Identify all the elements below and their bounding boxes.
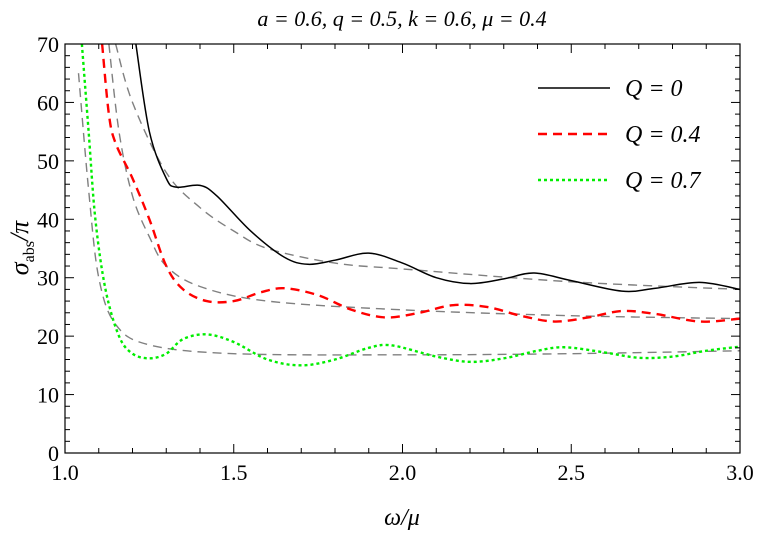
- series-line-1: [100, 44, 740, 323]
- reference-curve-approx-q0-4: [108, 44, 740, 320]
- legend-label-1: Q = 0.4: [625, 122, 701, 148]
- y-axis-label: σabs/π: [5, 220, 38, 275]
- series-line-0: [135, 44, 740, 293]
- plot-frame: [64, 43, 741, 454]
- y-tick-label: 60: [37, 90, 59, 115]
- y-tick-label: 0: [48, 441, 59, 466]
- legend: Q = 0 Q = 0.4 Q = 0.7: [538, 76, 702, 194]
- y-tick-label: 70: [37, 32, 59, 57]
- y-tick-label: 20: [37, 324, 59, 349]
- x-axis-label: ω/μ: [384, 505, 420, 531]
- y-tick-label: 30: [37, 266, 59, 291]
- series-line-2: [80, 44, 740, 367]
- x-tick-label: 1.5: [220, 460, 248, 485]
- y-tick-label: 10: [37, 383, 59, 408]
- y-tick-label: 40: [37, 207, 59, 232]
- x-tick-label: 2.5: [558, 460, 586, 485]
- x-tick-label: 2.0: [389, 460, 417, 485]
- x-tick-label: 1.0: [51, 460, 79, 485]
- chart-title: a = 0.6, q = 0.5, k = 0.6, μ = 0.4: [257, 6, 546, 31]
- x-tick-label: 3.0: [726, 460, 754, 485]
- reference-curve-approx-q0-7: [77, 73, 740, 356]
- y-tick-label: 50: [37, 149, 59, 174]
- legend-label-0: Q = 0: [625, 76, 683, 102]
- legend-label-2: Q = 0.7: [625, 168, 702, 194]
- reference-curve-approx-q0: [114, 44, 740, 291]
